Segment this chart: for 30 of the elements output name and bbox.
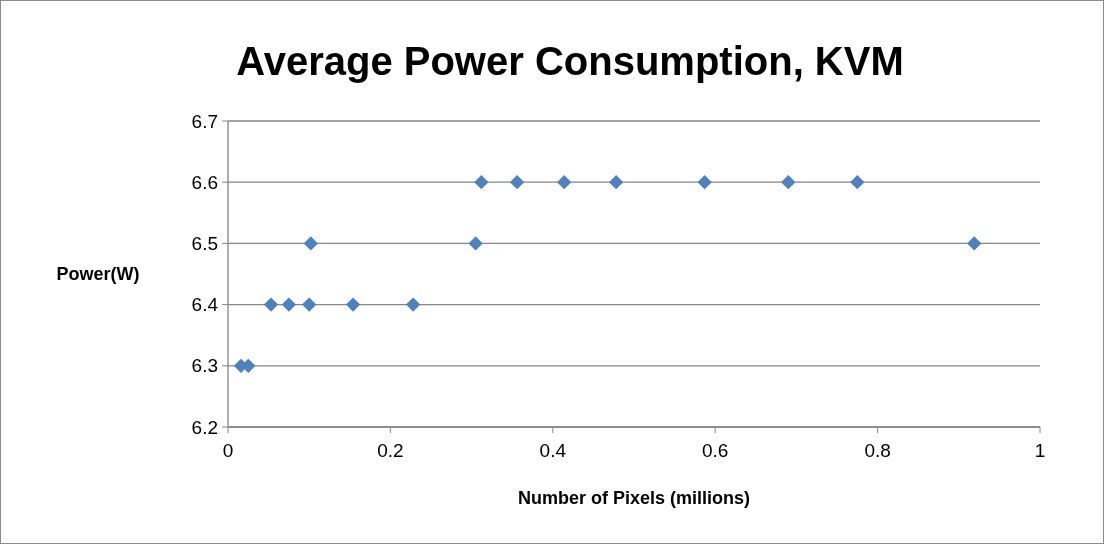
point xyxy=(303,236,318,251)
point xyxy=(345,297,361,312)
point xyxy=(697,175,712,190)
point xyxy=(781,175,796,190)
x-tick-label: 0 xyxy=(222,440,234,461)
point xyxy=(474,175,489,190)
y-tick-label: 6.4 xyxy=(191,294,219,316)
point xyxy=(406,297,421,312)
point xyxy=(850,175,865,190)
x-tick-label: 1 xyxy=(1034,440,1046,461)
x-tick-label: 0.6 xyxy=(701,440,729,461)
point xyxy=(557,175,572,190)
y-tick-label: 6.2 xyxy=(191,416,218,438)
chart-title: Average Power Consumption, KVM xyxy=(236,39,904,83)
x-tick-label: 0.8 xyxy=(864,440,891,461)
x-axis-title: Number of Pixels (millions) xyxy=(517,488,751,508)
point xyxy=(509,175,525,190)
x-tick-label: 0.4 xyxy=(539,440,567,461)
y-axis-title: Power(W) xyxy=(56,264,140,285)
point xyxy=(302,297,317,312)
y-tick-label: 6.6 xyxy=(191,171,218,193)
point xyxy=(967,236,982,251)
x-tick-label: 0.2 xyxy=(377,440,404,461)
point xyxy=(468,236,483,251)
point xyxy=(609,175,624,190)
y-tick-label: 6.5 xyxy=(191,233,218,255)
point xyxy=(281,297,297,312)
y-tick-label: 6.3 xyxy=(191,355,218,377)
y-tick-label: 6.7 xyxy=(191,110,218,132)
point xyxy=(263,297,279,312)
